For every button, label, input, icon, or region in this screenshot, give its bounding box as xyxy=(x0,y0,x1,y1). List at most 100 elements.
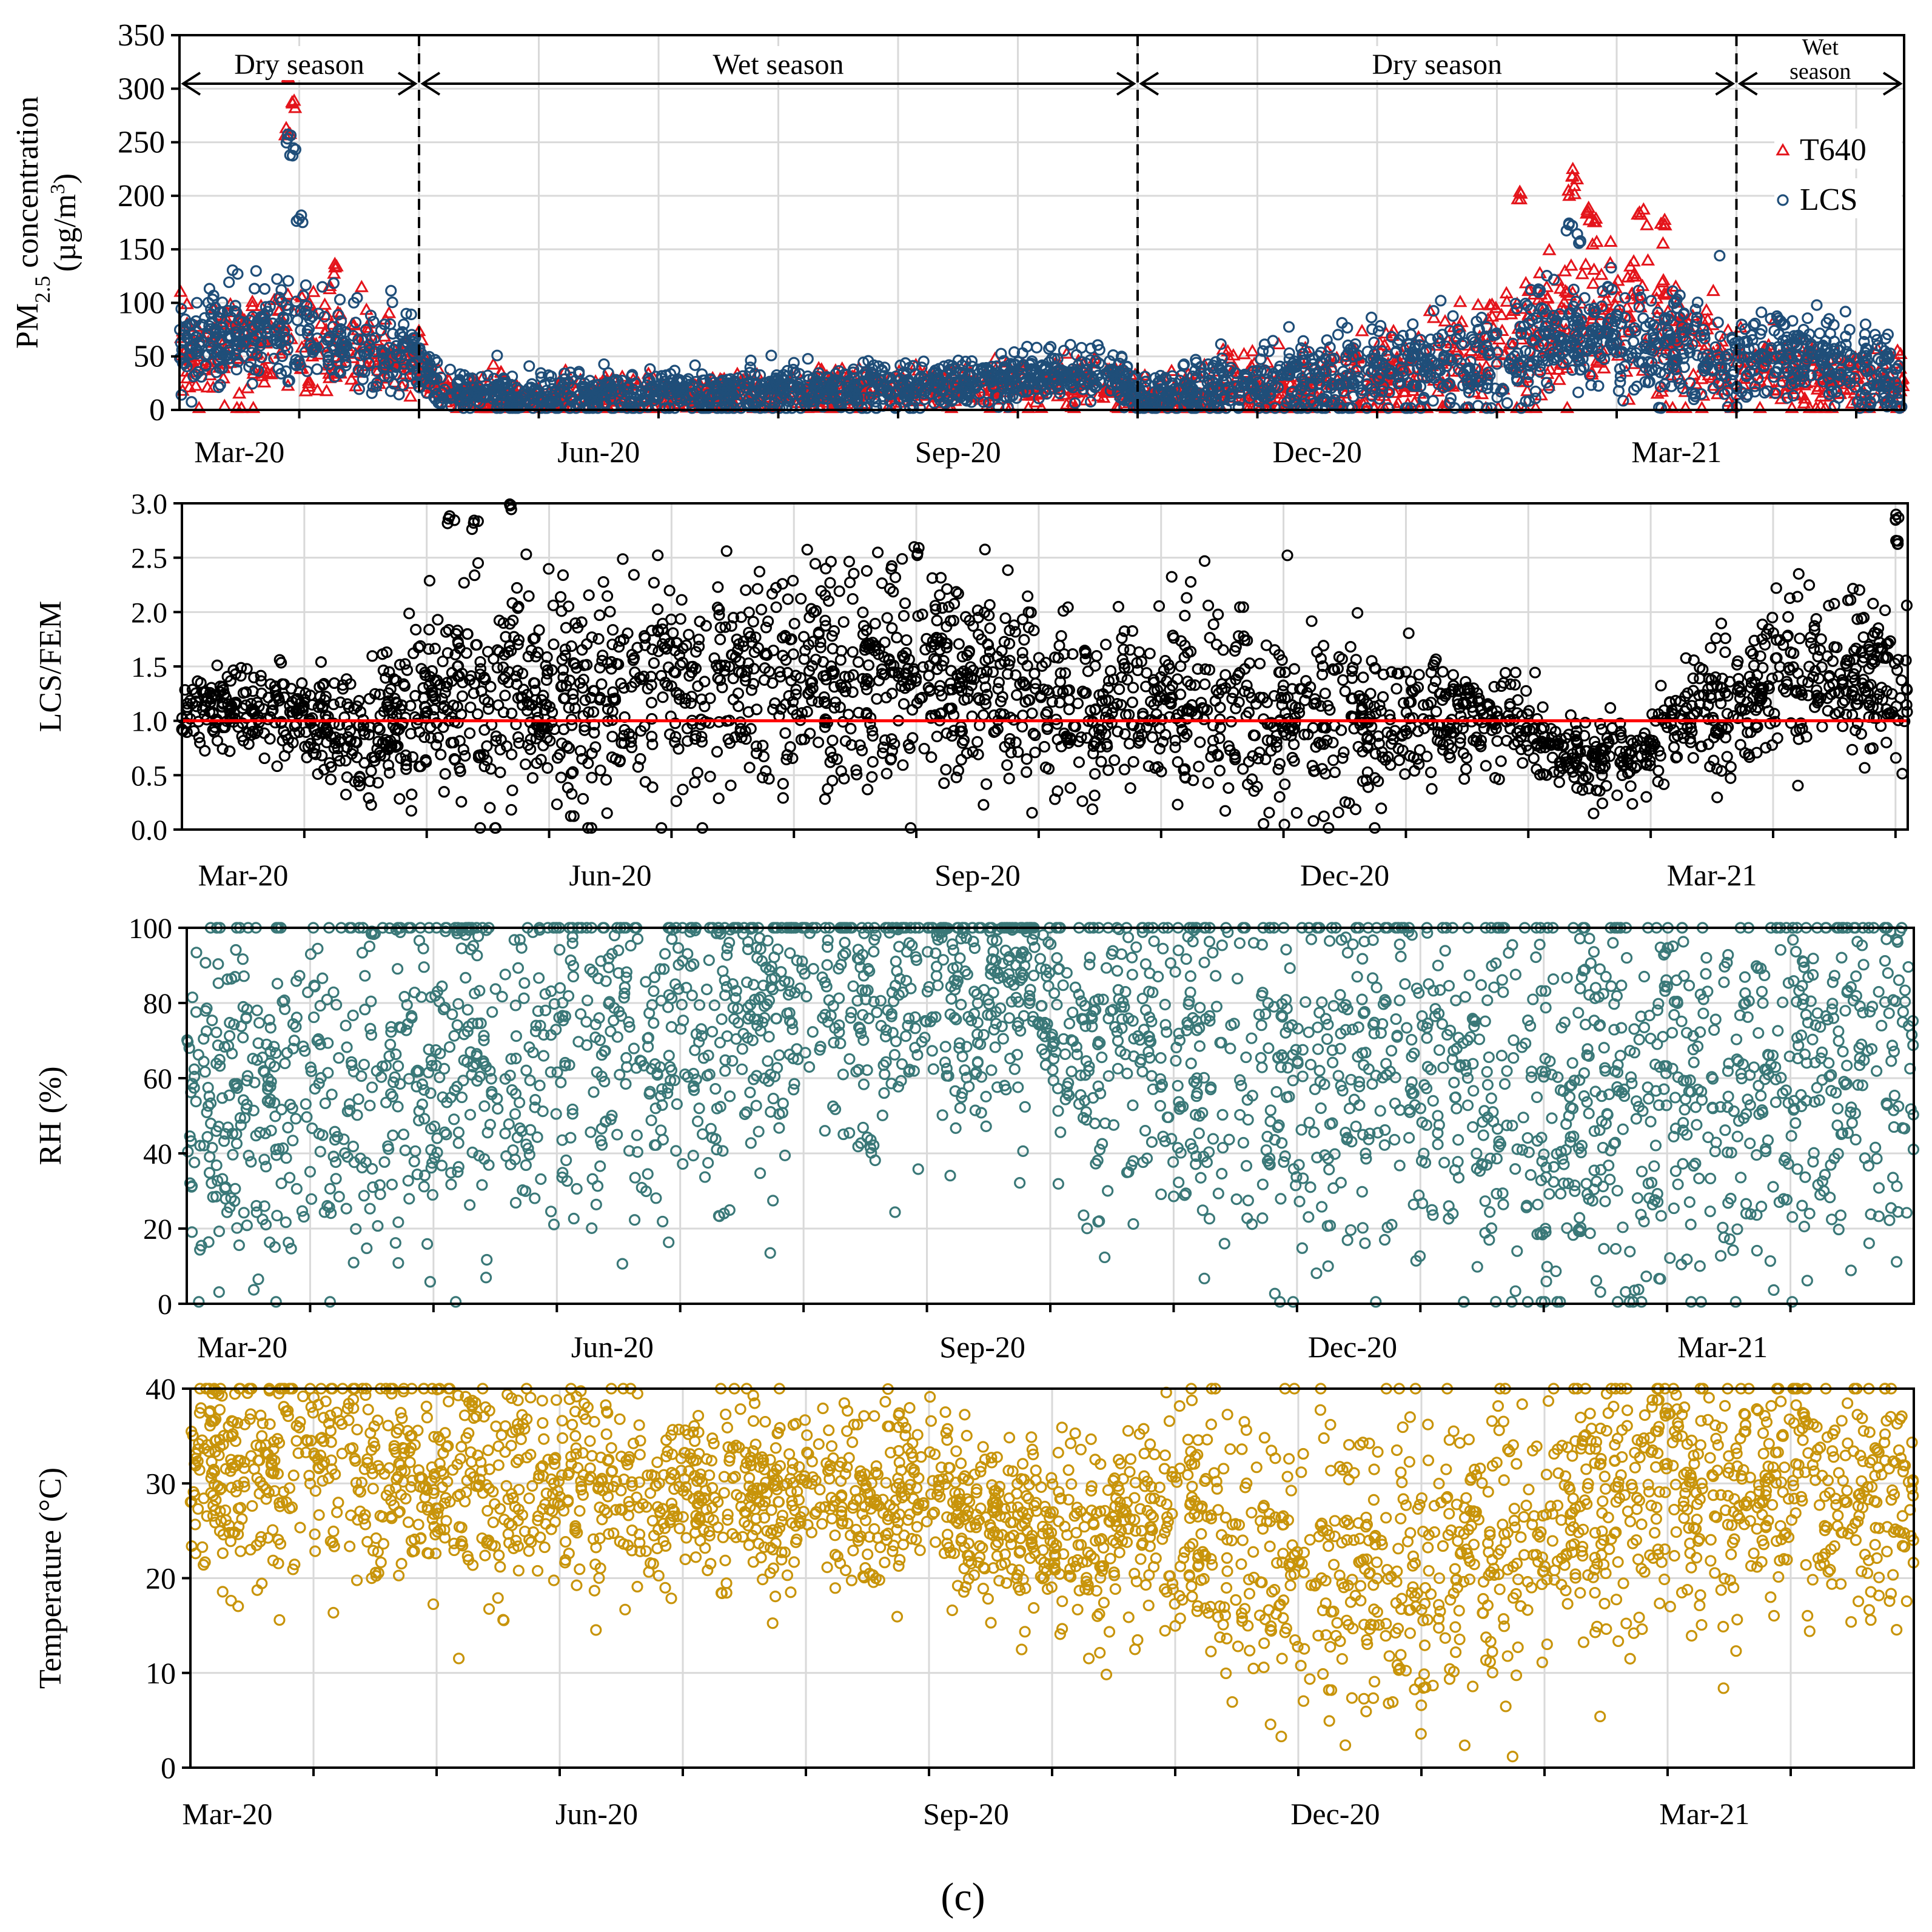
y-tick-label: 250 xyxy=(118,126,165,160)
y-unit-superscript: 3 xyxy=(47,184,69,194)
data-point-t640 xyxy=(1221,344,1235,357)
data-points xyxy=(173,64,1910,414)
data-point-lcs xyxy=(1839,306,1851,318)
data-point-lcs xyxy=(1501,397,1514,409)
data-point-t640 xyxy=(1453,295,1467,307)
data-point-t640 xyxy=(1471,297,1486,310)
data-point-lcs xyxy=(249,283,261,295)
data-point-t640 xyxy=(1597,302,1612,315)
data-point-lcs xyxy=(523,360,535,372)
y-label-subscript: 2.5 xyxy=(30,276,55,303)
y-axis-unit: (µg/m3) xyxy=(47,173,83,272)
data-point-t640 xyxy=(1845,396,1859,409)
data-point-t640 xyxy=(1355,324,1369,337)
data-point-t640 xyxy=(1494,307,1509,320)
data-point-lcs-fem xyxy=(881,612,893,624)
data-point-lcs-fem xyxy=(1290,807,1303,819)
data-point-t640 xyxy=(1564,258,1578,271)
x-tick-label: Mar-21 xyxy=(1631,435,1722,469)
data-point-lcs xyxy=(223,276,235,289)
data-point-t640 xyxy=(1575,267,1589,280)
legend-label: LCS xyxy=(1800,183,1857,217)
data-point-t640 xyxy=(1640,218,1654,230)
data-point-t640 xyxy=(1236,347,1251,360)
data-point-t640 xyxy=(1390,395,1406,408)
data-point-t640 xyxy=(1611,273,1625,286)
data-point-t640 xyxy=(217,398,232,411)
data-point-lcs-fem xyxy=(677,783,689,796)
x-tick-label: Mar-20 xyxy=(194,435,284,469)
data-point-lcs-fem xyxy=(458,577,470,589)
data-point-lcs-fem xyxy=(1803,579,1816,591)
data-point-t640 xyxy=(382,306,397,318)
data-point-lcs xyxy=(1714,250,1726,262)
data-point-lcs-fem xyxy=(1142,760,1155,773)
data-point-t640 xyxy=(1553,281,1568,294)
data-point-lcs-fem xyxy=(601,807,613,819)
pm25-chart-panel: Dry season Wet season Dry seasonWetseason0… xyxy=(10,18,1910,469)
data-point-lcs-fem xyxy=(760,622,772,634)
data-point-lcs xyxy=(311,363,323,375)
y-tick-label: 300 xyxy=(118,72,165,106)
data-point-lcs-fem xyxy=(455,796,468,808)
y-tick-label: 100 xyxy=(118,286,165,320)
data-point-t640 xyxy=(1640,253,1655,266)
data-point-t640 xyxy=(354,280,369,292)
data-point-lcs xyxy=(1756,306,1768,318)
data-point-t640 xyxy=(1586,277,1600,289)
data-point-lcs xyxy=(385,284,397,297)
data-point-t640 xyxy=(1678,400,1693,414)
data-point-lcs-fem xyxy=(439,768,451,780)
data-point-lcs-fem xyxy=(1896,768,1908,780)
data-point-lcs-fem xyxy=(1626,798,1639,810)
data-point-lcs xyxy=(250,265,262,277)
data-point-t640 xyxy=(1551,273,1566,286)
data-point-lcs xyxy=(444,363,456,375)
data-point-lcs-fem xyxy=(1199,678,1211,690)
data-point-lcs-fem xyxy=(931,614,943,626)
data-point-lcs-fem xyxy=(1088,790,1101,802)
data-point-lcs xyxy=(1572,386,1585,398)
y-tick-label: 0 xyxy=(149,393,165,428)
y-tick-label: 350 xyxy=(118,18,165,53)
data-point-t640 xyxy=(361,316,377,329)
data-point-lcs xyxy=(1365,311,1378,324)
data-point-t640 xyxy=(1552,372,1566,385)
data-point-t640 xyxy=(1699,303,1714,316)
data-point-lcs-fem xyxy=(704,770,716,783)
data-point-t640 xyxy=(1272,391,1286,403)
season-label: Dry season xyxy=(1372,49,1502,81)
data-point-t640 xyxy=(1543,362,1557,375)
data-point-lcs-fem xyxy=(1705,642,1717,654)
data-point-lcs-fem xyxy=(1146,731,1158,743)
season-label: Wet xyxy=(1802,35,1839,60)
data-point-lcs-fem xyxy=(657,691,669,703)
data-point-lcs-fem xyxy=(315,656,327,668)
data-point-lcs-fem xyxy=(1263,807,1275,819)
data-point-t640 xyxy=(314,317,328,329)
data-point-t640 xyxy=(1407,395,1422,408)
data-point-lcs-fem xyxy=(847,646,859,658)
data-point-lcs-fem xyxy=(555,771,567,783)
data-point-lcs-fem xyxy=(1596,797,1609,810)
y-tick-label: 150 xyxy=(118,232,165,267)
data-point-t640 xyxy=(1706,283,1720,297)
data-point-t640 xyxy=(1426,310,1441,323)
data-point-t640 xyxy=(1542,243,1557,255)
data-point-t640 xyxy=(189,378,203,391)
data-point-t640 xyxy=(1694,372,1709,384)
data-point-lcs xyxy=(1802,312,1814,324)
data-point-t640 xyxy=(301,376,316,389)
data-point-t640 xyxy=(1528,400,1543,414)
data-point-t640 xyxy=(1688,334,1703,347)
data-point-lcs xyxy=(186,396,198,408)
data-point-t640 xyxy=(403,389,418,402)
data-point-lcs xyxy=(917,355,930,367)
season-label: Dry season xyxy=(234,49,364,81)
data-point-lcs xyxy=(1283,321,1295,333)
data-point-lcs-fem xyxy=(1611,789,1623,802)
data-point-t640 xyxy=(1111,400,1125,414)
data-point-t640 xyxy=(1518,400,1533,414)
